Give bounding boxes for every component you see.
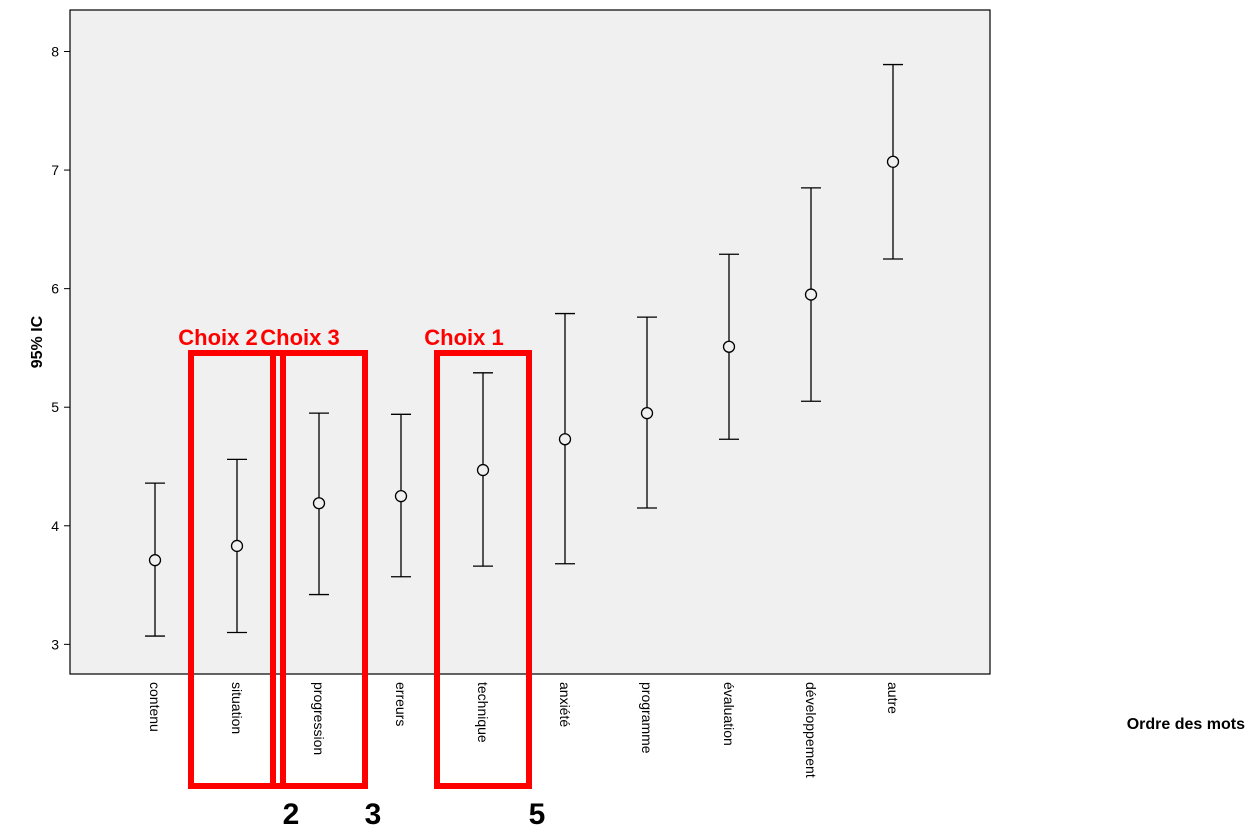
x-axis: contenu situation progression erreurs techni… [147,682,901,778]
choice-number: 5 [529,798,546,829]
selection-annotations: Choix 2 2 Choix 3 3 Choix 1 5 [178,325,545,829]
x-tick-label: progression [311,682,327,755]
x-tick-label: technique [475,682,491,743]
y-tick-label: 7 [51,162,59,178]
mean-point [394,489,408,503]
mean-point [148,554,162,567]
x-tick-label: contenu [147,682,163,732]
x-tick-label: situation [229,682,245,734]
mean-point [558,433,572,446]
mean-point [230,539,244,553]
choice-label: Choix 1 [424,325,503,350]
y-tick-label: 6 [51,281,59,297]
y-tick-label: 3 [51,636,59,652]
mean-point [476,463,490,477]
selection-box [434,350,532,789]
x-axis-label: Ordre des mots [1127,716,1245,733]
error-bars [145,63,903,637]
x-tick-label: développement [803,682,819,778]
x-tick-label: anxiété [557,682,573,727]
mean-point [312,497,326,510]
x-tick-label: erreurs [393,682,409,726]
x-tick-label: évaluation [721,682,737,746]
x-tick-label: autre [885,682,901,714]
selection-box [270,350,368,789]
mean-point [640,406,654,420]
selection-box [188,350,286,789]
mean-point [804,288,818,301]
choice-label: Choix 3 [260,325,339,350]
y-tick-label: 5 [51,399,59,415]
choice-label: Choix 2 [178,325,257,350]
choice-number: 3 [365,798,382,829]
choice-number: 2 [283,798,300,829]
y-tick-label: 4 [51,518,59,534]
mean-point [722,340,736,353]
y-axis-label: 95% IC [29,315,46,368]
mean-point [886,155,900,168]
y-tick-label: 8 [51,44,59,60]
x-tick-label: programme [639,682,655,754]
y-axis: 3 4 5 6 7 8 [51,44,70,652]
